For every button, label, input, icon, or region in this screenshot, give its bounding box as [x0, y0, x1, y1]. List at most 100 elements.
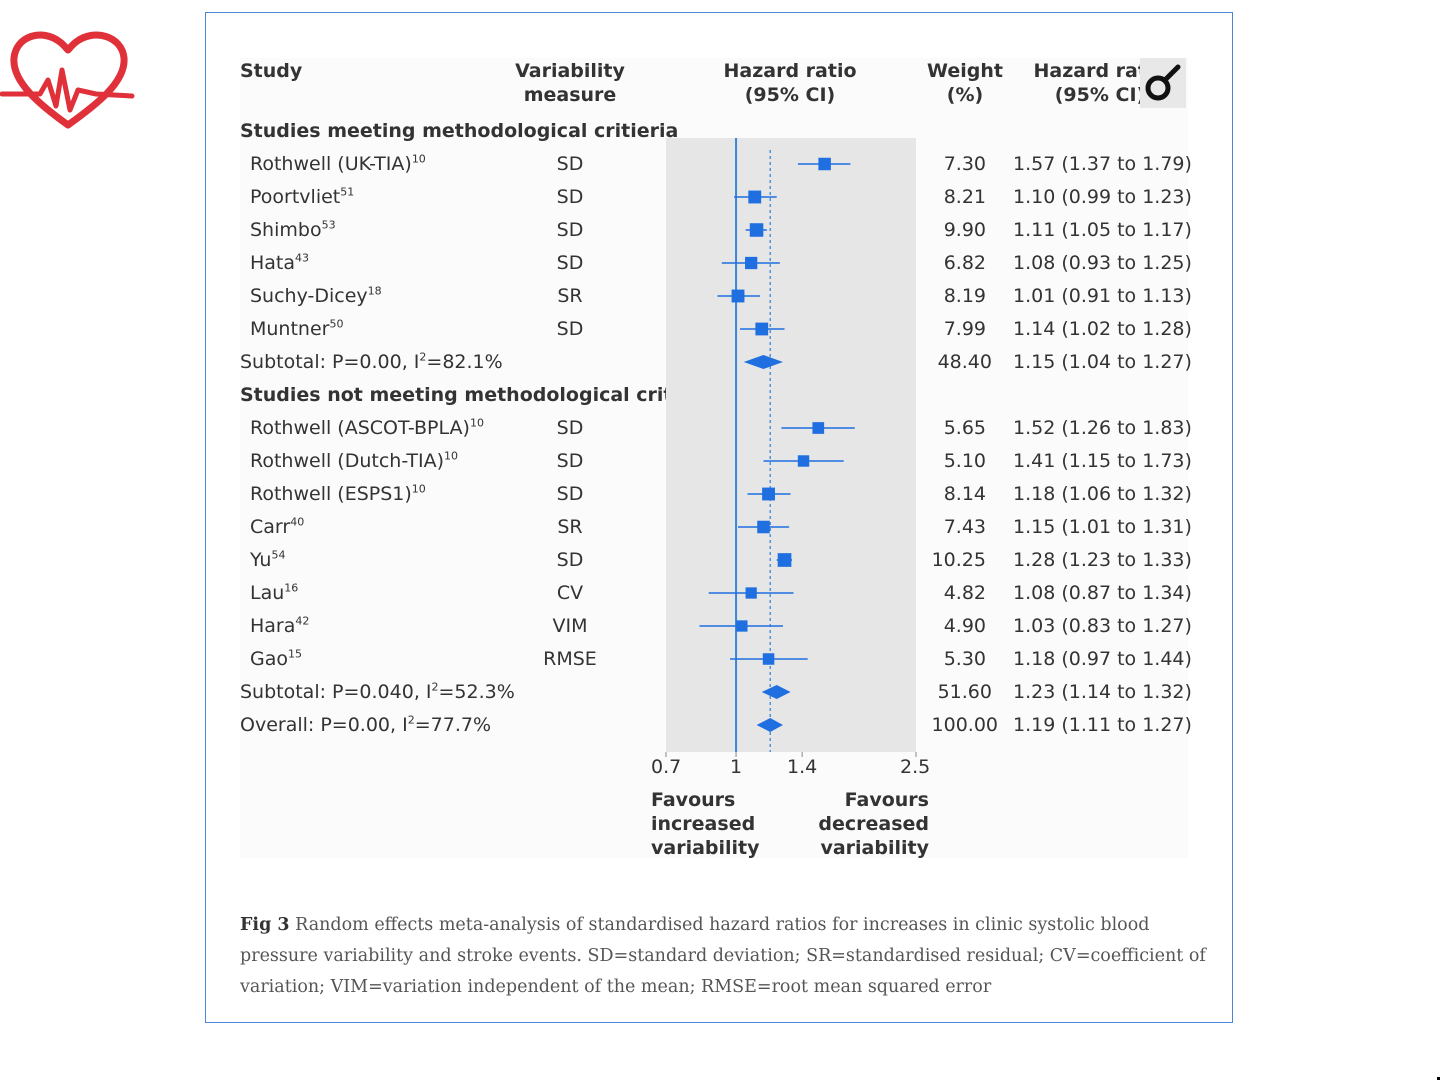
- point-estimate-square: [745, 256, 758, 270]
- plot-background: [666, 138, 916, 752]
- study-name: Gao15: [250, 647, 302, 670]
- study-hazard-ratio-ci: 1.18 (1.06 to 1.32): [1013, 483, 1192, 505]
- study-weight: 8.21: [943, 186, 986, 208]
- header-variability: Variability: [515, 60, 625, 82]
- subtotal-weight-1: 48.40: [937, 351, 992, 373]
- header-variability-measure: measure: [523, 84, 617, 106]
- study-hazard-ratio-ci: 1.11 (1.05 to 1.17): [1013, 219, 1192, 241]
- favours-decreased-line3: variability: [820, 837, 929, 859]
- study-hazard-ratio-ci: 1.15 (1.01 to 1.31): [1013, 516, 1192, 538]
- study-weight: 9.90: [943, 219, 986, 241]
- variability-measure: SR: [557, 285, 583, 307]
- point-estimate-square: [797, 455, 810, 467]
- pooled-diamond: [756, 718, 783, 732]
- study-name: Rothwell (Dutch-TIA)10: [250, 449, 459, 472]
- variability-measure: RMSE: [543, 648, 597, 670]
- study-weight: 8.14: [943, 483, 986, 505]
- study-hazard-ratio-ci: 1.10 (0.99 to 1.23): [1013, 186, 1192, 208]
- subtotal-ci-1: 1.15 (1.04 to 1.27): [1013, 351, 1192, 373]
- study-weight: 5.10: [943, 450, 986, 472]
- study-hazard-ratio-ci: 1.03 (0.83 to 1.27): [1013, 615, 1192, 637]
- variability-measure: SD: [556, 549, 584, 571]
- header-hazard-ratio-right-ci: (95% CI): [1054, 84, 1146, 106]
- study-hazard-ratio-ci: 1.28 (1.23 to 1.33): [1013, 549, 1192, 571]
- resize-badge-icon[interactable]: [1140, 58, 1186, 108]
- study-weight: 4.90: [943, 615, 986, 637]
- subtotal-label-2: Subtotal: P=0.040, I2=52.3%: [240, 680, 515, 703]
- study-hazard-ratio-ci: 1.08 (0.87 to 1.34): [1013, 582, 1192, 604]
- study-name: Hara42: [250, 614, 310, 637]
- study-name: Rothwell (ESPS1)10: [250, 482, 426, 505]
- heart-pulse-logo-icon: [0, 31, 135, 129]
- study-weight: 8.19: [943, 285, 986, 307]
- caption-text: Random effects meta-analysis of standard…: [240, 915, 1206, 997]
- variability-measure: SD: [556, 417, 584, 439]
- study-hazard-ratio-ci: 1.08 (0.93 to 1.25): [1013, 252, 1192, 274]
- header-hazard-ratio-ci: (95% CI): [744, 84, 836, 106]
- variability-measure: SD: [556, 252, 584, 274]
- study-weight: 10.25: [931, 549, 986, 571]
- point-estimate-square: [749, 223, 764, 237]
- study-name: Rothwell (UK-TIA)10: [250, 152, 426, 175]
- study-name: Muntner50: [250, 317, 344, 340]
- variability-measure: SD: [556, 153, 584, 175]
- overall-ci: 1.19 (1.11 to 1.27): [1013, 714, 1192, 736]
- favours-increased-line1: Favours: [651, 789, 736, 811]
- study-name: Suchy-Dicey18: [250, 284, 382, 307]
- favours-increased-line2: increased: [651, 813, 756, 835]
- study-weight: 7.43: [943, 516, 986, 538]
- caption-fig-label: Fig 3: [240, 915, 290, 935]
- variability-measure: SD: [556, 483, 584, 505]
- x-tick-label: 0.7: [651, 756, 682, 778]
- study-name: Lau16: [250, 581, 299, 604]
- study-name: Rothwell (ASCOT-BPLA)10: [250, 416, 484, 439]
- point-estimate-square: [777, 553, 792, 567]
- study-weight: 7.99: [943, 318, 986, 340]
- corner-dot: [1437, 1077, 1440, 1080]
- subtotal-weight-2: 51.60: [937, 681, 992, 703]
- variability-measure: SD: [556, 186, 584, 208]
- variability-measure: SR: [557, 516, 583, 538]
- subtotal-ci-2: 1.23 (1.14 to 1.32): [1013, 681, 1192, 703]
- study-hazard-ratio-ci: 1.18 (0.97 to 1.44): [1013, 648, 1192, 670]
- point-estimate-square: [736, 620, 748, 632]
- x-tick-label: 1: [730, 756, 743, 778]
- overall-weight: 100.00: [931, 714, 998, 736]
- point-estimate-square: [757, 520, 770, 534]
- group-title-not-meeting: Studies not meeting methodological crite…: [240, 384, 715, 406]
- x-tick-label: 2.5: [900, 756, 931, 778]
- overall-label: Overall: P=0.00, I2=77.7%: [240, 713, 491, 736]
- point-estimate-square: [748, 190, 762, 204]
- variability-measure: CV: [556, 582, 584, 604]
- study-hazard-ratio-ci: 1.01 (0.91 to 1.13): [1013, 285, 1192, 307]
- variability-measure: SD: [556, 318, 584, 340]
- point-estimate-square: [755, 322, 769, 336]
- point-estimate-square: [762, 653, 775, 665]
- study-weight: 6.82: [943, 252, 986, 274]
- study-weight: 5.30: [943, 648, 986, 670]
- subtotal-label-1: Subtotal: P=0.00, I2=82.1%: [240, 350, 503, 373]
- variability-measure: SD: [556, 450, 584, 472]
- variability-measure: SD: [556, 219, 584, 241]
- group-title-meeting: Studies meeting methodological critieria: [240, 120, 679, 142]
- study-hazard-ratio-ci: 1.52 (1.26 to 1.83): [1013, 417, 1192, 439]
- header-weight: Weight: [927, 60, 1003, 82]
- variability-measure: VIM: [552, 615, 588, 637]
- study-hazard-ratio-ci: 1.14 (1.02 to 1.28): [1013, 318, 1192, 340]
- study-hazard-ratio-ci: 1.57 (1.37 to 1.79): [1013, 153, 1192, 175]
- study-weight: 5.65: [943, 417, 986, 439]
- study-name: Yu54: [250, 548, 286, 571]
- study-weight: 7.30: [943, 153, 986, 175]
- point-estimate-square: [812, 422, 825, 434]
- point-estimate-square: [818, 157, 831, 171]
- favours-decreased-line1: Favours: [844, 789, 929, 811]
- point-estimate-square: [731, 289, 745, 303]
- header-hazard-ratio: Hazard ratio: [723, 60, 857, 82]
- pooled-diamond: [761, 685, 791, 699]
- study-name: Carr40: [250, 515, 305, 538]
- study-weight: 4.82: [943, 582, 986, 604]
- header-hazard-ratio-right: Hazard ratio: [1033, 60, 1167, 82]
- pooled-diamond: [743, 355, 783, 369]
- study-name: Shimbo53: [250, 218, 336, 241]
- study-name: Poortvliet51: [250, 185, 355, 208]
